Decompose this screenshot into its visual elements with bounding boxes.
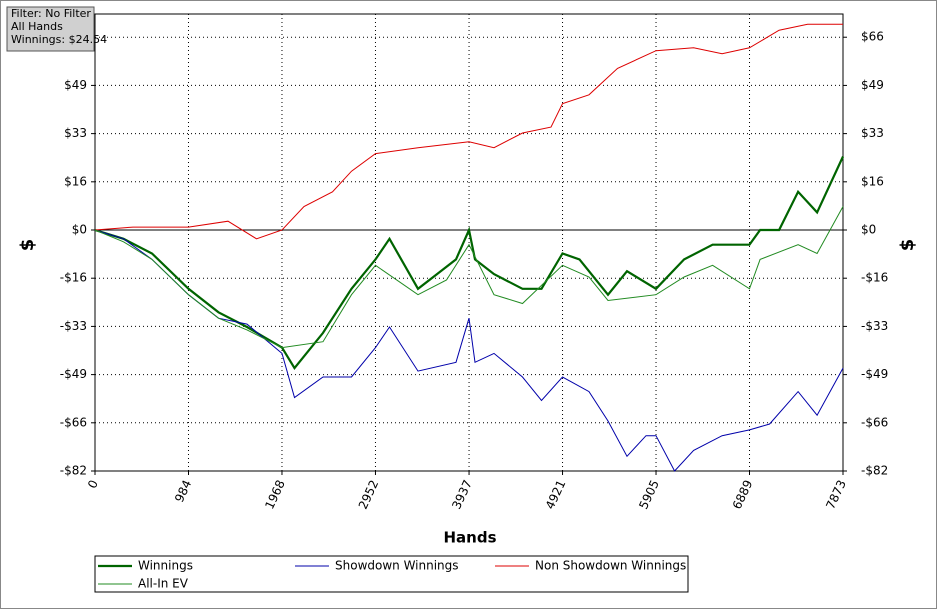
series-line	[94, 229, 844, 472]
info-text: Winnings: $24.54	[11, 33, 107, 46]
legend-label: Showdown Winnings	[335, 559, 459, 573]
info-box	[6, 6, 95, 52]
y2-tick-label: -$33	[861, 319, 888, 333]
legend-label: All-In EV	[138, 577, 189, 591]
y2-tick-label: -$49	[861, 367, 888, 381]
y2-axis-label: $	[897, 239, 918, 252]
y2-tick-label: -$16	[861, 271, 888, 285]
y-tick-label: $33	[64, 126, 87, 140]
y-tick-label: $49	[64, 78, 87, 92]
legend-label: Non Showdown Winnings	[535, 559, 686, 573]
y2-tick-label: -$66	[861, 415, 888, 429]
y-tick-label: -$33	[60, 319, 87, 333]
y2-tick-label: $0	[861, 223, 876, 237]
y2-tick-label: $66	[861, 30, 884, 44]
y-tick-label: -$49	[60, 367, 87, 381]
info-text: All Hands	[11, 20, 63, 33]
y2-tick-label: $49	[861, 78, 884, 92]
y-axis-label: $	[17, 239, 38, 252]
y2-tick-label: -$82	[861, 464, 888, 478]
legend-label: Winnings	[138, 559, 193, 573]
plot-border	[94, 13, 844, 472]
series-line	[94, 206, 844, 349]
series-line	[94, 23, 843, 240]
y-tick-label: -$16	[60, 271, 87, 285]
y2-tick-label: $33	[861, 126, 884, 140]
y-tick-label: $0	[72, 223, 87, 237]
y-tick-label: $16	[64, 174, 87, 188]
y2-tick-label: $16	[861, 174, 884, 188]
y-tick-label: -$66	[60, 415, 87, 429]
info-text: Filter: No Filter	[11, 7, 91, 20]
y-tick-label: -$82	[60, 464, 87, 478]
x-axis-label: Hands	[443, 529, 496, 547]
legend-box	[94, 555, 689, 593]
